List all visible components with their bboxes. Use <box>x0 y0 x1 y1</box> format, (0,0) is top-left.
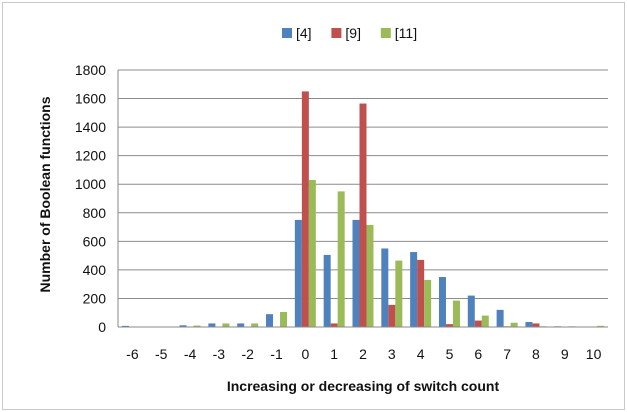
bars <box>121 91 605 328</box>
x-tick-label: 5 <box>446 346 454 362</box>
bar-11-3 <box>395 260 403 327</box>
bar-11-1 <box>337 191 345 327</box>
x-tick-label: -6 <box>126 346 139 362</box>
y-tick-label: 600 <box>83 233 107 249</box>
bar-4--4 <box>179 325 187 327</box>
bar-11-7 <box>510 322 518 327</box>
x-tick-label: -2 <box>241 346 254 362</box>
bar-11-0 <box>308 179 316 327</box>
legend-swatch <box>331 28 342 38</box>
x-tick-label: 4 <box>417 346 425 362</box>
bar-11-5 <box>452 300 460 327</box>
x-tick-label: -3 <box>213 346 226 362</box>
x-tick-label: 7 <box>503 346 511 362</box>
bar-4-7 <box>496 309 504 327</box>
legend-swatch <box>282 28 292 38</box>
x-tick-label: 2 <box>359 346 367 362</box>
bar-4-0 <box>294 219 302 327</box>
bar-4-6 <box>467 295 475 327</box>
legend-label: [4] <box>296 25 312 41</box>
bar-11--3 <box>222 323 230 327</box>
bar-4-3 <box>381 248 389 327</box>
x-tick-label: 10 <box>586 346 602 362</box>
x-tick-label: -5 <box>155 346 168 362</box>
x-tick-label: -1 <box>270 346 283 362</box>
y-tick-label: 400 <box>83 262 107 278</box>
y-tick-labels: 0 200 400 600 800 1000 1200 1400 1600 1800 <box>75 62 106 335</box>
bar-11-4 <box>424 279 432 327</box>
x-tick-label: 3 <box>388 346 396 362</box>
bar-11-6 <box>481 315 489 327</box>
y-tick-label: 1600 <box>75 91 106 107</box>
y-tick-label: 200 <box>83 290 107 306</box>
legend: [4] [9] [11] <box>282 25 417 41</box>
x-tick-label: 1 <box>330 346 338 362</box>
legend-swatch <box>380 28 391 38</box>
bar-4--2 <box>237 323 245 327</box>
bar-4--3 <box>208 323 216 327</box>
bar-4-4 <box>410 252 418 327</box>
y-tick-label: 800 <box>83 205 107 221</box>
bar-11-10 <box>597 325 605 327</box>
y-tick-label: 1200 <box>75 148 106 164</box>
bar-9-6 <box>474 320 482 327</box>
bar-9-2 <box>359 103 367 327</box>
y-tick-label: 0 <box>98 319 106 335</box>
bar-11-2 <box>366 224 374 327</box>
bar-11--2 <box>251 323 259 327</box>
bar-4-2 <box>352 219 360 327</box>
x-tick-label: 8 <box>532 346 540 362</box>
legend-label: [9] <box>345 25 361 41</box>
bar-4-8 <box>525 322 533 327</box>
bar-9-3 <box>388 304 396 327</box>
legend-label: [11] <box>395 25 417 41</box>
bar-4-5 <box>438 277 446 327</box>
y-axis-title: Number of Boolean functions <box>37 96 53 292</box>
x-tick-label: 9 <box>561 346 569 362</box>
y-tick-label: 1400 <box>75 119 106 135</box>
y-tick-label: 1000 <box>75 176 106 192</box>
x-tick-label: -4 <box>184 346 197 362</box>
bar-4--6 <box>121 325 129 327</box>
x-tick-labels: -6 -5 -4 -3 -2 -1 0 1 2 3 4 5 6 7 8 9 10 <box>126 346 601 362</box>
bar-9-4 <box>417 259 425 327</box>
bar-9-8 <box>532 323 540 327</box>
bar-11--1 <box>280 312 288 327</box>
bar-4--1 <box>266 314 274 327</box>
x-axis-title: Increasing or decreasing of switch count <box>227 378 500 394</box>
bar-9-1 <box>330 323 338 327</box>
x-tick-label: 6 <box>474 346 482 362</box>
bar-4-1 <box>323 254 331 327</box>
x-tick-label: 0 <box>301 346 309 362</box>
bar-9-5 <box>445 324 453 327</box>
y-tick-label: 1800 <box>75 62 106 78</box>
bar-9-0 <box>301 91 309 328</box>
axes <box>117 70 608 328</box>
bar-11--4 <box>193 325 201 327</box>
